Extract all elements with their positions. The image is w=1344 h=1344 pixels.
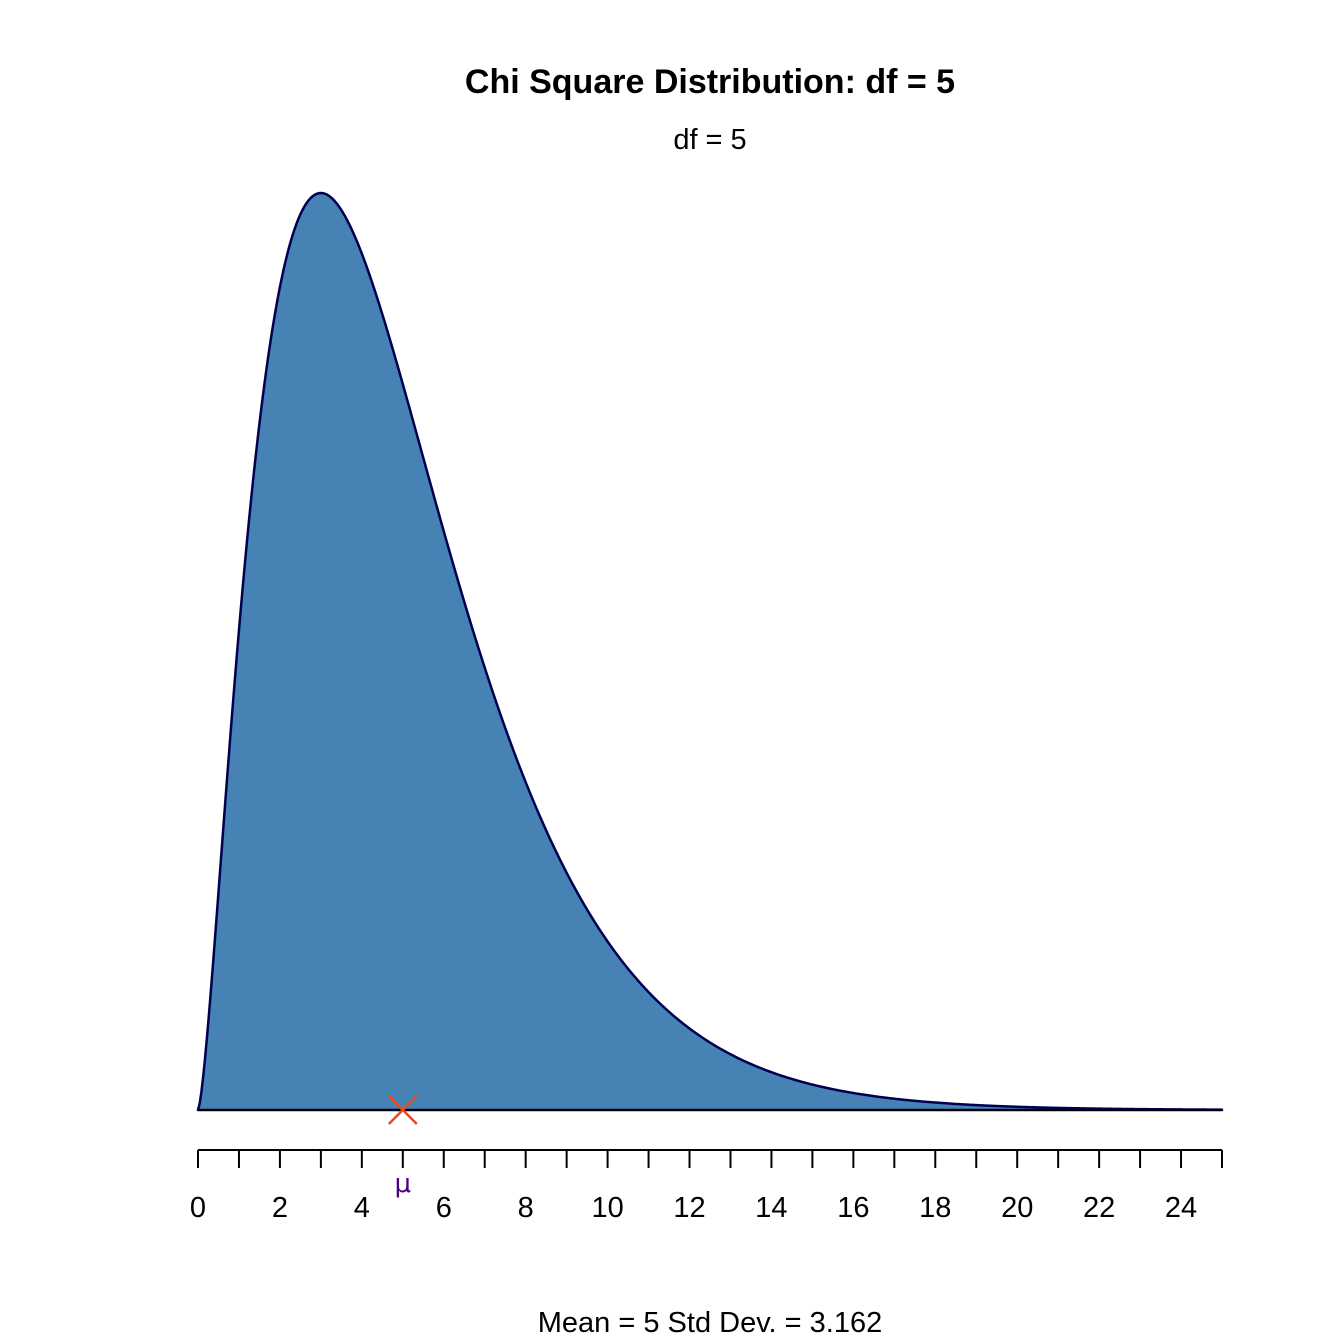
x-tick-label-12: 12 bbox=[673, 1192, 705, 1224]
x-tick-label-18: 18 bbox=[919, 1192, 951, 1224]
mean-label: μ bbox=[395, 1169, 412, 1199]
x-tick-label-16: 16 bbox=[837, 1192, 869, 1224]
x-tick-label-6: 6 bbox=[436, 1192, 452, 1224]
x-tick-label-20: 20 bbox=[1001, 1192, 1033, 1224]
x-tick-label-2: 2 bbox=[272, 1192, 288, 1224]
mean-marker bbox=[387, 1095, 418, 1125]
x-tick-label-14: 14 bbox=[755, 1192, 787, 1224]
x-axis-ticks: 0 2 4 6 8 10 12 14 16 18 20 22 24 bbox=[190, 1150, 1223, 1224]
x-tick-label-10: 10 bbox=[591, 1192, 623, 1224]
mean-marker-stroke-2 bbox=[387, 1095, 418, 1125]
chart-subtitle: df = 5 bbox=[673, 124, 746, 156]
x-tick-label-22: 22 bbox=[1083, 1192, 1115, 1224]
density-area bbox=[196, 191, 1224, 1112]
x-tick-label-0: 0 bbox=[190, 1192, 206, 1224]
x-tick-label-24: 24 bbox=[1165, 1192, 1197, 1224]
x-tick-label-8: 8 bbox=[518, 1192, 534, 1224]
chart-title: Chi Square Distribution: df = 5 bbox=[465, 63, 955, 101]
chart-footer: Mean = 5 Std Dev. = 3.162 bbox=[538, 1307, 882, 1339]
x-tick-label-4: 4 bbox=[354, 1192, 370, 1224]
